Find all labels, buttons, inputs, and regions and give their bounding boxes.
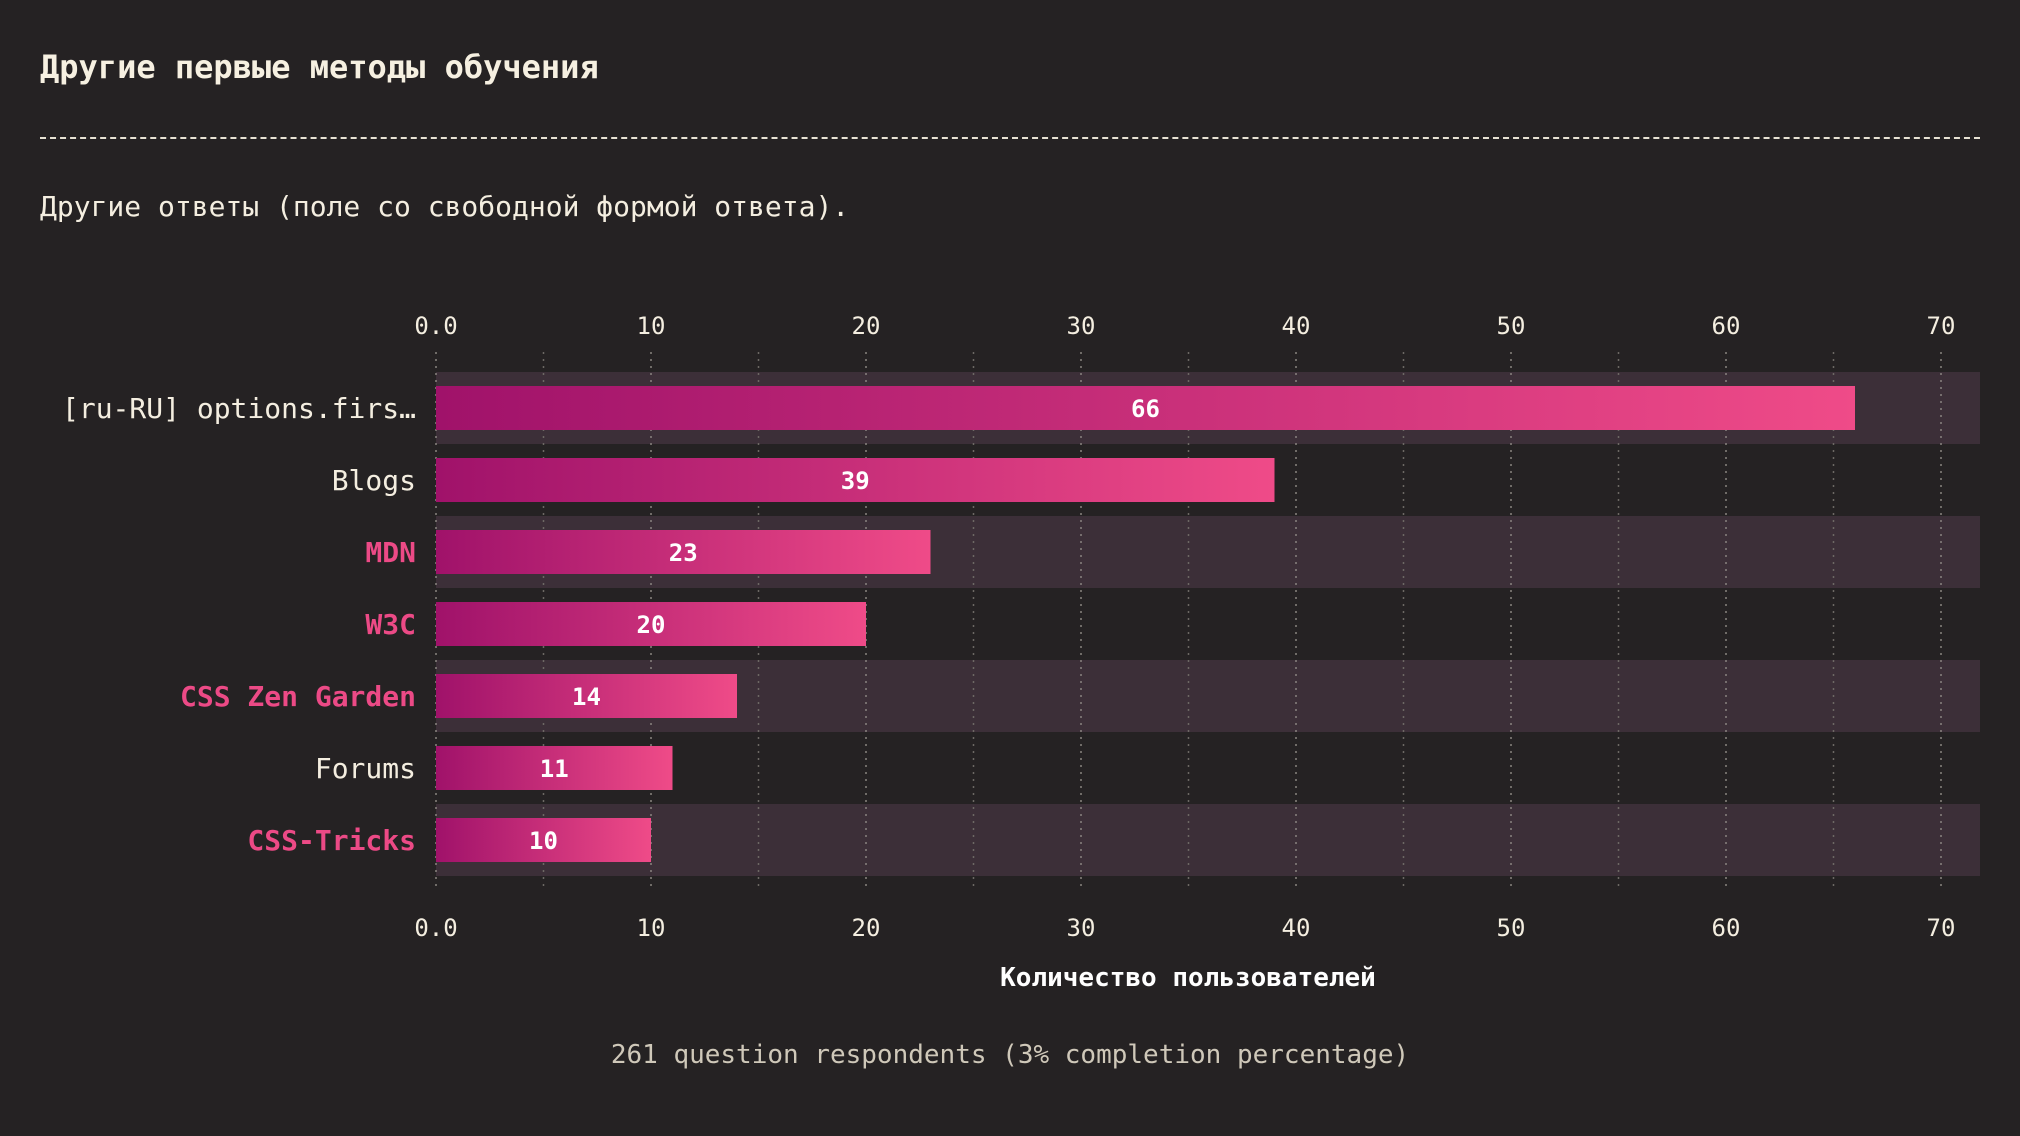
x-tick-label-top: 20 [852,312,881,340]
x-tick-label-bottom: 40 [1282,914,1311,942]
x-tick-label-bottom: 30 [1067,914,1096,942]
category-label: Forums [315,752,416,785]
bar-value-label: 20 [637,611,666,639]
category-labels: [ru-RU] options.firs… Blogs MDN W3C CSS Zen … [62,392,416,857]
x-tick-label-top: 70 [1927,312,1956,340]
chart-subtitle: Другие ответы (поле со свободной формой … [40,190,850,223]
x-tick-label-top: 60 [1712,312,1741,340]
x-tick-label-bottom: 20 [852,914,881,942]
bar-value-label: 11 [540,755,569,783]
bar [436,818,651,862]
x-tick-label-bottom: 60 [1712,914,1741,942]
category-label: W3C [365,608,416,641]
category-label: MDN [365,536,416,569]
title-divider [40,137,1980,139]
category-label: Blogs [332,464,416,497]
x-tick-label-top: 30 [1067,312,1096,340]
x-tick-label-bottom: 70 [1927,914,1956,942]
bar-value-label: 23 [669,539,698,567]
bar [436,746,673,790]
bar-value-label: 66 [1131,395,1160,423]
bar [436,602,866,646]
x-tick-label-top: 10 [637,312,666,340]
x-tick-label-top: 50 [1497,312,1526,340]
bar [436,674,737,718]
bar-group: 66 [436,386,1855,430]
grid-lines [435,352,1942,890]
category-label: CSS Zen Garden [180,680,416,713]
bar [436,458,1275,502]
bar-value-label: 14 [572,683,601,711]
row-band [436,804,1980,876]
bar-group: 23 [436,530,931,574]
bar-chart: 66 39 23 20 14 11 10 [ru-RU] options.firs… Blog… [62,312,1980,993]
row-bands [436,372,1980,876]
chart-title: Другие первые методы обучения [40,48,599,86]
bar-group: 14 [436,674,737,718]
bar-value-label: 10 [529,827,558,855]
x-tick-label-bottom: 50 [1497,914,1526,942]
bar-group: 39 [436,458,1275,502]
category-label: [ru-RU] options.firs… [62,392,416,425]
bottom-axis-ticks: 0.0 10 20 30 40 50 60 70 [414,914,1955,942]
bar [436,530,931,574]
x-tick-label-top: 40 [1282,312,1311,340]
bar [436,386,1855,430]
bars: 66 39 23 20 14 11 10 [436,386,1855,862]
x-tick-label-top: 0.0 [414,312,457,340]
top-axis-ticks: 0.0 10 20 30 40 50 60 70 [414,312,1955,340]
bar-group: 10 [436,818,651,862]
x-tick-label-bottom: 10 [637,914,666,942]
respondents-footnote: 261 question respondents (3% completion … [610,1040,1410,1070]
x-tick-label-bottom: 0.0 [414,914,457,942]
bar-value-label: 39 [841,467,870,495]
bar-group: 11 [436,746,673,790]
bar-group: 20 [436,602,866,646]
category-label: CSS-Tricks [247,824,416,857]
x-axis-label: Количество пользователей [1000,963,1376,993]
